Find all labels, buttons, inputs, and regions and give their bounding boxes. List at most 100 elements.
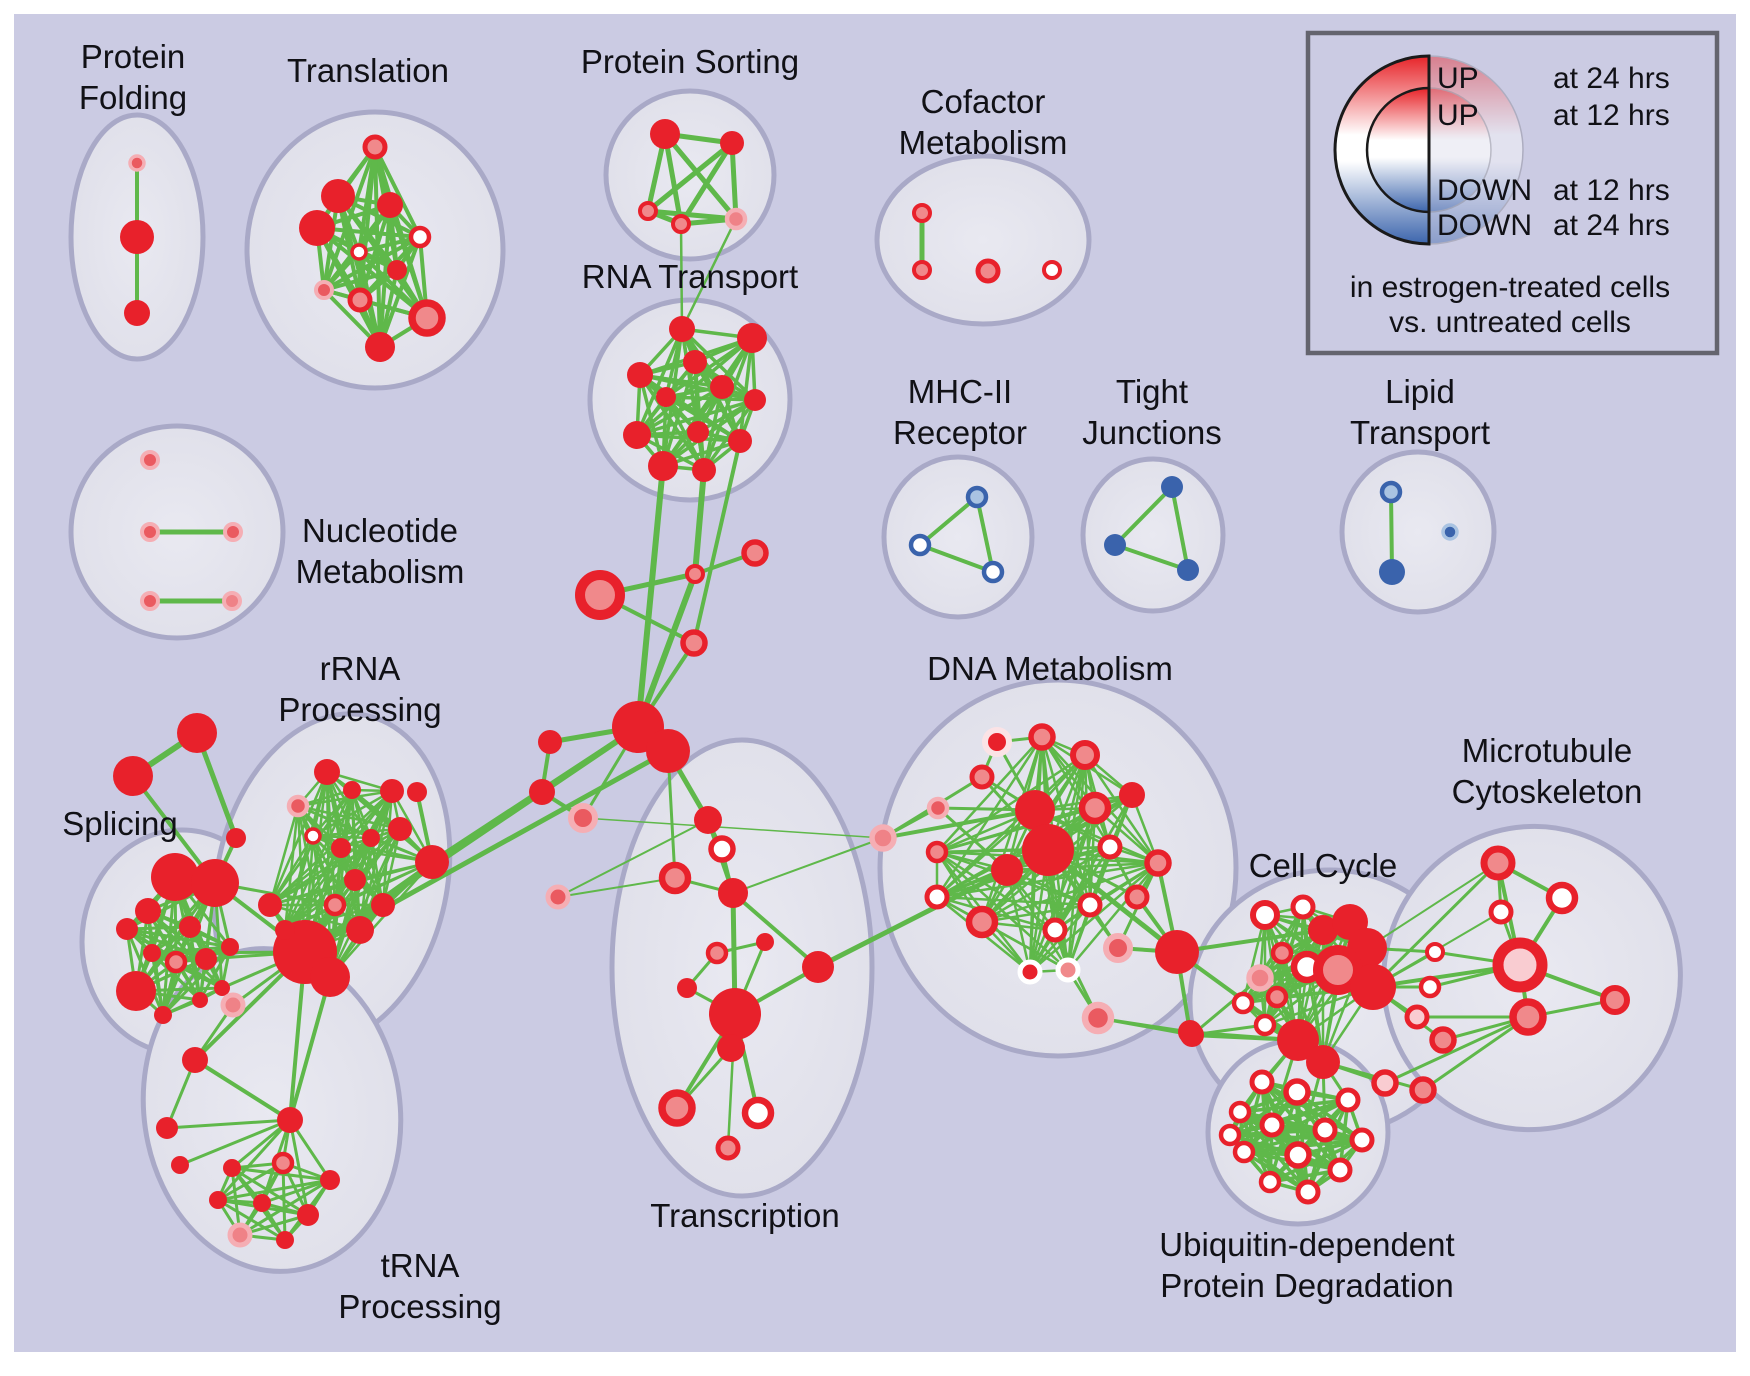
network-node-red-pink bbox=[575, 570, 625, 620]
cluster-label-mhc-ii-receptor: Receptor bbox=[893, 414, 1027, 451]
network-node-red bbox=[226, 828, 246, 848]
network-edge bbox=[980, 845, 1112, 924]
network-node-red bbox=[538, 730, 562, 754]
network-node-red bbox=[669, 316, 695, 342]
network-edge bbox=[302, 724, 641, 955]
network-edge bbox=[638, 373, 706, 472]
network-node-red bbox=[277, 1107, 303, 1133]
network-edge bbox=[664, 395, 742, 443]
cluster-label-tight-junctions: Junctions bbox=[1082, 414, 1221, 451]
network-node-red bbox=[314, 759, 340, 785]
legend-direction-label: UP bbox=[1437, 62, 1479, 95]
network-edge bbox=[729, 140, 739, 222]
network-edge bbox=[216, 1178, 332, 1202]
network-edge bbox=[311, 827, 402, 838]
network-node-blue bbox=[1177, 559, 1199, 581]
network-node-pink-solid bbox=[869, 824, 897, 852]
network-node-red-white bbox=[1097, 834, 1123, 860]
network-node-red bbox=[135, 898, 161, 924]
legend-caption-line2: vs. untreated cells bbox=[1389, 306, 1631, 339]
network-node-red-white bbox=[1327, 1157, 1353, 1183]
network-node-red bbox=[276, 1231, 294, 1249]
network-edge bbox=[582, 817, 884, 839]
network-node-red-white bbox=[1295, 1179, 1321, 1205]
network-node-red bbox=[683, 350, 707, 374]
cluster-tight-junctions bbox=[1080, 456, 1226, 614]
legend-border bbox=[1305, 30, 1720, 356]
network-edge bbox=[664, 395, 757, 402]
network-edge bbox=[645, 140, 735, 214]
network-node-red bbox=[182, 1047, 208, 1073]
network-node-red bbox=[214, 980, 230, 996]
cluster-label-protein-sorting: Protein Sorting bbox=[581, 43, 799, 80]
network-node-red-pink bbox=[1409, 1076, 1437, 1104]
network-node-red bbox=[648, 451, 678, 481]
legend-direction-label: UP bbox=[1437, 99, 1479, 132]
network-edge bbox=[283, 827, 402, 932]
cluster-label-lipid-transport: Lipid bbox=[1385, 373, 1455, 410]
cluster-label-cofactor-metabolism: Cofactor bbox=[921, 83, 1046, 120]
network-node-red-white bbox=[1335, 1087, 1361, 1113]
network-node-blue bbox=[1379, 559, 1405, 585]
network-node-red bbox=[371, 893, 395, 917]
network-edge bbox=[975, 495, 995, 574]
network-edge bbox=[1066, 861, 1160, 972]
network-edge bbox=[635, 571, 698, 730]
network-node-red-pink bbox=[715, 1135, 741, 1161]
network-edge bbox=[662, 131, 739, 222]
network-node-red bbox=[343, 781, 361, 799]
network-edge bbox=[679, 222, 684, 331]
network-edge bbox=[731, 891, 820, 969]
network-node-red-white bbox=[1250, 900, 1280, 930]
cluster-label-rrna-processing: rRNA bbox=[320, 650, 401, 687]
network-node-red-pink bbox=[741, 539, 769, 567]
network-node-red-pink bbox=[969, 764, 995, 790]
cluster-label-trna-processing: Processing bbox=[338, 1288, 501, 1325]
cluster-label-nucleotide-metabolism: Nucleotide bbox=[302, 512, 458, 549]
cluster-lipid-transport bbox=[1339, 449, 1497, 615]
network-edge bbox=[935, 808, 1037, 899]
network-edge bbox=[165, 1118, 292, 1130]
network-edge bbox=[1045, 847, 1180, 955]
cluster-label-protein-folding: Protein bbox=[81, 38, 186, 75]
network-edge bbox=[935, 845, 1112, 899]
network-node-red bbox=[209, 1191, 227, 1209]
cluster-cofactor-metabolism bbox=[874, 153, 1092, 327]
network-node-red-pink bbox=[680, 629, 708, 657]
network-edge bbox=[935, 735, 1044, 854]
network-edge bbox=[1389, 490, 1394, 574]
network-node-pink-solid bbox=[1246, 964, 1274, 992]
network-node-red bbox=[1350, 964, 1396, 1010]
network-edge bbox=[1371, 861, 1500, 989]
network-node-red bbox=[191, 859, 239, 907]
network-edge bbox=[381, 789, 394, 907]
network-node-red-pink bbox=[408, 299, 446, 337]
network-node-red bbox=[320, 1170, 340, 1190]
network-node-red-white bbox=[1488, 899, 1514, 925]
network-node-red-pink bbox=[1144, 849, 1172, 877]
network-node-red bbox=[143, 944, 161, 962]
network-node-red bbox=[331, 838, 351, 858]
legend-box: UP at 24 hrs UP at 12 hrs DOWN at 12 hrs DOWN a… bbox=[1305, 30, 1720, 356]
network-node-red-white bbox=[1232, 1140, 1256, 1164]
network-node-red-white bbox=[304, 827, 322, 845]
network-node-red bbox=[179, 916, 201, 938]
network-edge bbox=[150, 951, 165, 1017]
network-edge bbox=[635, 398, 757, 437]
legend-time-label: at 12 hrs bbox=[1553, 99, 1670, 132]
network-edge bbox=[1113, 543, 1190, 572]
network-node-red bbox=[646, 729, 690, 773]
network-node-red-white bbox=[1042, 917, 1068, 943]
network-node-red-pink bbox=[925, 840, 949, 864]
network-edge bbox=[373, 145, 422, 239]
network-edge bbox=[935, 895, 1092, 907]
network-node-red bbox=[718, 878, 748, 908]
network-node-red-white bbox=[1253, 1013, 1277, 1037]
network-edge bbox=[661, 360, 697, 468]
network-node-red bbox=[310, 957, 350, 997]
network-node-red bbox=[1155, 930, 1199, 974]
network-edge bbox=[1028, 861, 1160, 974]
network-node-red-pink bbox=[912, 260, 932, 280]
cluster-label-cofactor-metabolism: Metabolism bbox=[899, 124, 1068, 161]
